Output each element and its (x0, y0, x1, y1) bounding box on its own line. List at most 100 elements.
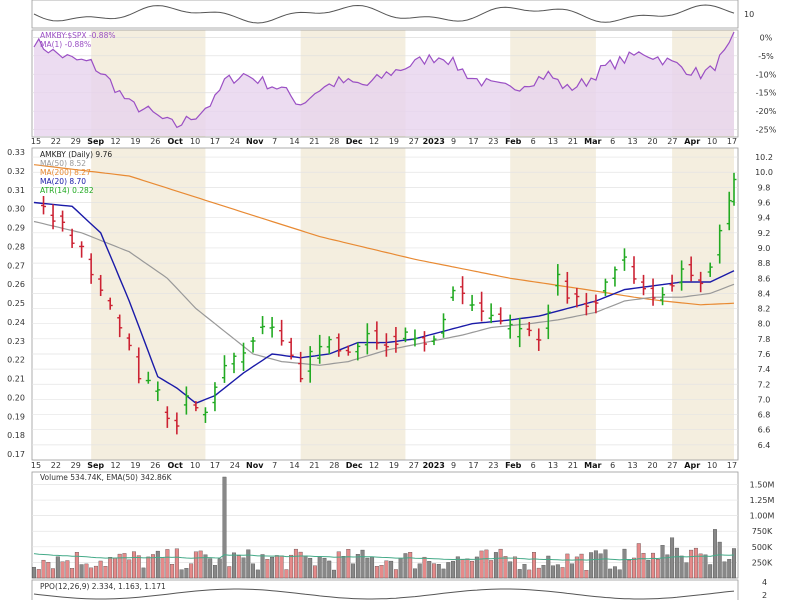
price-right-tick: 7.4 (758, 365, 771, 374)
ohlc-bar (688, 256, 694, 282)
price-left-tick: 0.24 (7, 318, 25, 327)
ohlc-bar (98, 274, 104, 297)
volume-bar (617, 569, 622, 579)
volume-bar (674, 547, 679, 579)
price-right-tick: 6.4 (758, 441, 771, 450)
date-label: Apr (684, 137, 700, 146)
volume-tick: 250K (752, 558, 773, 567)
ohlc-bar (241, 342, 247, 371)
ohlc-bar (498, 307, 504, 325)
volume-bar (327, 560, 332, 579)
volume-bar (155, 550, 160, 579)
volume-bar (579, 553, 584, 579)
ohlc-bar (412, 329, 418, 347)
date-label: Dec (346, 137, 363, 146)
date-label: 19 (389, 137, 399, 146)
ohlc-bar (50, 204, 56, 230)
ohlc-bar (593, 294, 599, 314)
volume-bar (570, 563, 575, 579)
volume-bar (489, 560, 494, 579)
price-left-tick: 0.28 (7, 242, 25, 251)
volume-bar (284, 569, 289, 579)
volume-bar (208, 558, 213, 579)
volume-bar (532, 552, 536, 579)
volume-bar (703, 554, 708, 579)
price-right-tick: 9.2 (758, 229, 771, 238)
volume-ticks: 1.50M 1.25M 1.00M 750K 500K 250K (750, 480, 775, 567)
top-indicator-panel: 10 (31, 0, 754, 29)
relative-tick: -20% (756, 107, 777, 116)
volume-bar (270, 556, 275, 579)
volume-bar (408, 552, 413, 579)
ohlc-bar (402, 327, 408, 343)
date-label: Sep (87, 461, 104, 470)
volume-bar (727, 559, 732, 579)
shade-band (510, 148, 596, 460)
volume-tick: 1.50M (750, 480, 775, 489)
price-right-tick: 8.6 (758, 274, 771, 283)
price-right-tick: 9.0 (758, 244, 771, 253)
relative-tick: 0% (760, 33, 773, 42)
volume-bar (636, 543, 641, 579)
date-label: 27 (667, 137, 677, 146)
relative-strength-panel: 0% -5% -10% -15% -20% -25% AMKBY:$SPX -0.88% … (31, 29, 777, 138)
volume-bar (336, 551, 341, 579)
volume-bar (255, 569, 260, 579)
volume-bar (503, 556, 508, 579)
price-left-tick: 0.18 (7, 431, 25, 440)
volume-bar (660, 545, 665, 579)
volume-bar (413, 568, 417, 579)
volume-bar (655, 559, 660, 579)
ma50-line (33, 220, 735, 366)
date-label: 7 (272, 137, 277, 146)
volume-bar (589, 552, 594, 579)
ohlc-bar (698, 271, 704, 293)
volume-bar (460, 559, 465, 579)
date-label: 27 (409, 137, 419, 146)
date-axis-2: 15 22 29 Sep 12 19 26 Oct 10 17 24 Nov 7 14 21 28 Dec 12 1… (31, 461, 737, 470)
date-label: 17 (727, 137, 737, 146)
price-left-tick: 0.29 (7, 224, 25, 233)
date-label: 6 (531, 137, 536, 146)
top-indicator-line (33, 4, 735, 24)
ppo-line (33, 588, 735, 600)
volume-bar (146, 556, 151, 579)
ohlc-bar (60, 210, 66, 232)
relative-legend: AMKBY:$SPX -0.88% MA(1) -0.88% (40, 31, 115, 49)
date-label: 19 (389, 461, 399, 470)
volume-bar (241, 557, 246, 579)
price-right-tick: 9.4 (758, 214, 771, 223)
date-label: 12 (110, 461, 120, 470)
ohlc-bar (374, 321, 380, 350)
date-label: 7 (272, 461, 277, 470)
date-label: Sep (87, 137, 104, 146)
ohlc-bar (450, 286, 456, 301)
volume-bar (517, 569, 522, 579)
price-left-tick: 0.23 (7, 337, 25, 346)
volume-bar (608, 568, 613, 579)
ohlc-bar (612, 266, 618, 287)
volume-bar (527, 569, 532, 579)
price-legend-2: MA(50) 8.52 (40, 159, 86, 168)
price-right-tick: 7.6 (758, 350, 771, 359)
price-right-tick: 6.6 (758, 426, 771, 435)
ohlc-bar (231, 352, 237, 374)
ohlc-bar (507, 314, 513, 339)
volume-bar (279, 555, 284, 579)
volume-bar (293, 548, 298, 579)
ohlc-bar (469, 294, 475, 312)
volume-ema-line (33, 553, 735, 561)
price-left-tick: 0.22 (7, 356, 25, 365)
volume-bar (646, 560, 651, 579)
ohlc-bar (669, 274, 675, 292)
ohlc-bar (355, 342, 361, 361)
volume-bar (546, 555, 551, 579)
volume-bar (93, 565, 98, 579)
volume-bar (679, 555, 684, 579)
volume-bar (289, 554, 294, 579)
volume-bar (493, 552, 498, 579)
price-right-tick: 7.8 (758, 335, 771, 344)
date-label: 27 (667, 461, 677, 470)
volume-bar (70, 568, 75, 579)
ohlc-bar (583, 292, 589, 316)
